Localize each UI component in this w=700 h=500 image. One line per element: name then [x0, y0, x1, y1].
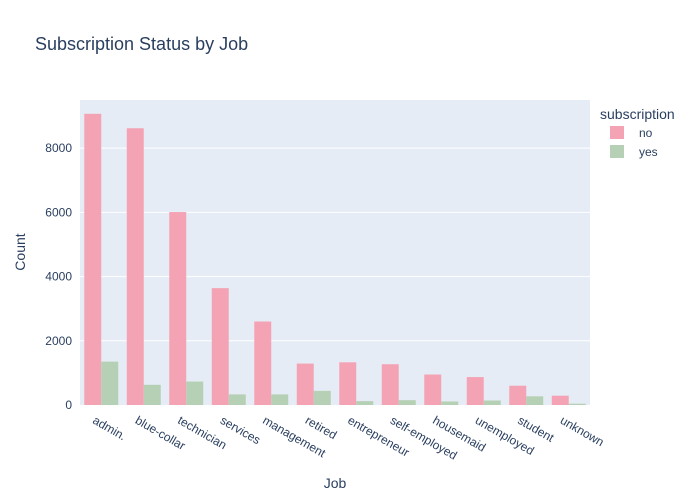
- bar-yes-11[interactable]: [568, 403, 586, 405]
- chart-title: Subscription Status by Job: [35, 34, 248, 54]
- bar-no-0[interactable]: [84, 113, 102, 405]
- bar-no-2[interactable]: [169, 212, 187, 405]
- y-tick-label: 2000: [45, 334, 72, 348]
- bar-yes-8[interactable]: [441, 401, 459, 405]
- bar-no-3[interactable]: [211, 288, 229, 405]
- bar-yes-10[interactable]: [526, 396, 544, 405]
- bar-yes-1[interactable]: [143, 384, 161, 405]
- y-tick-label: 8000: [45, 141, 72, 155]
- bar-no-4[interactable]: [254, 321, 272, 405]
- y-tick-label: 6000: [45, 205, 72, 219]
- legend-swatch-yes[interactable]: [610, 145, 624, 158]
- gridlines: [80, 147, 590, 342]
- y-axis-title: Count: [12, 233, 28, 270]
- bar-no-9[interactable]: [466, 377, 484, 405]
- legend-label-yes[interactable]: yes: [639, 145, 658, 159]
- bar-yes-4[interactable]: [271, 394, 289, 405]
- bar-yes-2[interactable]: [186, 381, 204, 405]
- x-axis-title: Job: [324, 475, 347, 491]
- legend-label-no[interactable]: no: [639, 126, 653, 140]
- bar-no-7[interactable]: [381, 364, 399, 405]
- bar-no-6[interactable]: [339, 362, 357, 405]
- plot-area: [80, 100, 590, 405]
- legend-swatch-no[interactable]: [610, 126, 624, 139]
- legend: subscription no yes: [600, 106, 675, 159]
- y-axis-ticks: 0 2000 4000 6000 8000: [45, 141, 72, 412]
- x-axis-ticks: admin. blue-collartechnicianservicesmanag…: [90, 413, 606, 462]
- bar-yes-0[interactable]: [101, 361, 119, 405]
- bar-yes-6[interactable]: [356, 401, 374, 405]
- bar-yes-3[interactable]: [228, 394, 246, 405]
- bar-no-10[interactable]: [509, 385, 527, 405]
- bar-yes-5[interactable]: [313, 390, 331, 405]
- bar-no-1[interactable]: [126, 128, 144, 405]
- y-tick-label: 4000: [45, 270, 72, 284]
- x-tick-label: admin.: [90, 413, 128, 443]
- bars: [84, 113, 586, 406]
- x-tick-label: unknown: [558, 413, 607, 449]
- legend-title: subscription: [600, 106, 675, 122]
- bar-yes-7[interactable]: [398, 400, 416, 405]
- y-tick-label: 0: [65, 398, 72, 412]
- bar-no-5[interactable]: [296, 363, 314, 405]
- bar-no-11[interactable]: [551, 395, 569, 405]
- bar-no-8[interactable]: [424, 374, 442, 406]
- bar-yes-9[interactable]: [483, 400, 501, 405]
